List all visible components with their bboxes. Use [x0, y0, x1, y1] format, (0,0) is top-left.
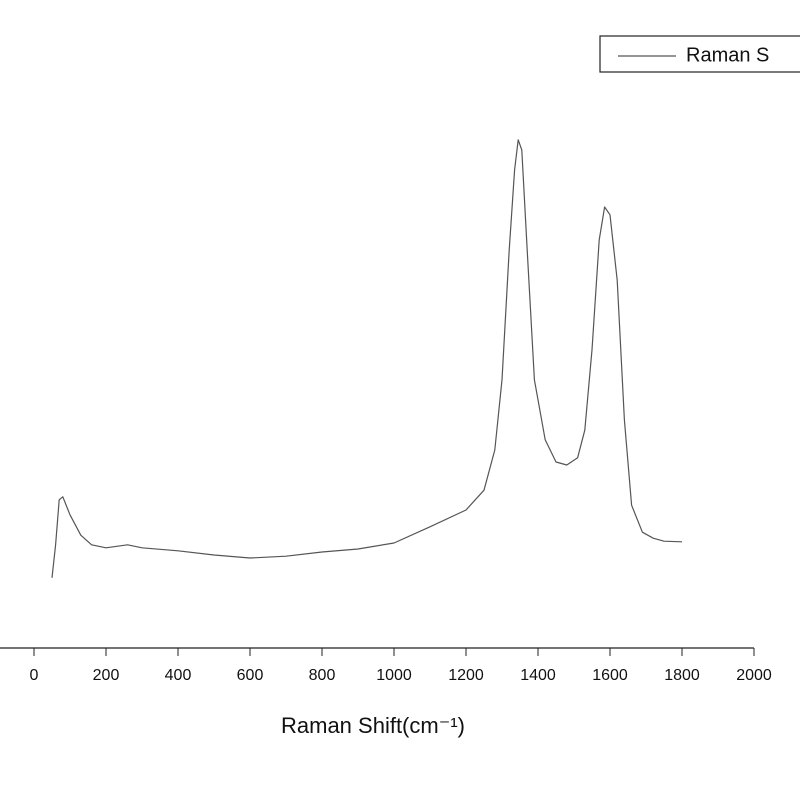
x-tick-label: 600 — [237, 667, 264, 684]
x-tick-label: 1800 — [664, 667, 700, 684]
x-tick-label: 1200 — [448, 667, 484, 684]
x-tick-label: 200 — [93, 667, 120, 684]
x-tick-label: 1000 — [376, 667, 412, 684]
x-axis-label: Raman Shift(cm⁻¹) — [281, 713, 465, 738]
x-tick-label: 1400 — [520, 667, 556, 684]
x-tick-label: 0 — [30, 667, 39, 684]
x-tick-label: 2000 — [736, 667, 772, 684]
legend: Raman S — [599, 35, 800, 73]
legend-box — [599, 35, 800, 73]
x-tick-label: 1600 — [592, 667, 628, 684]
legend-label: Raman S — [686, 44, 769, 66]
x-tick-label: 400 — [165, 667, 192, 684]
x-tick-label: 800 — [309, 667, 336, 684]
spectrum-line — [51, 139, 683, 578]
